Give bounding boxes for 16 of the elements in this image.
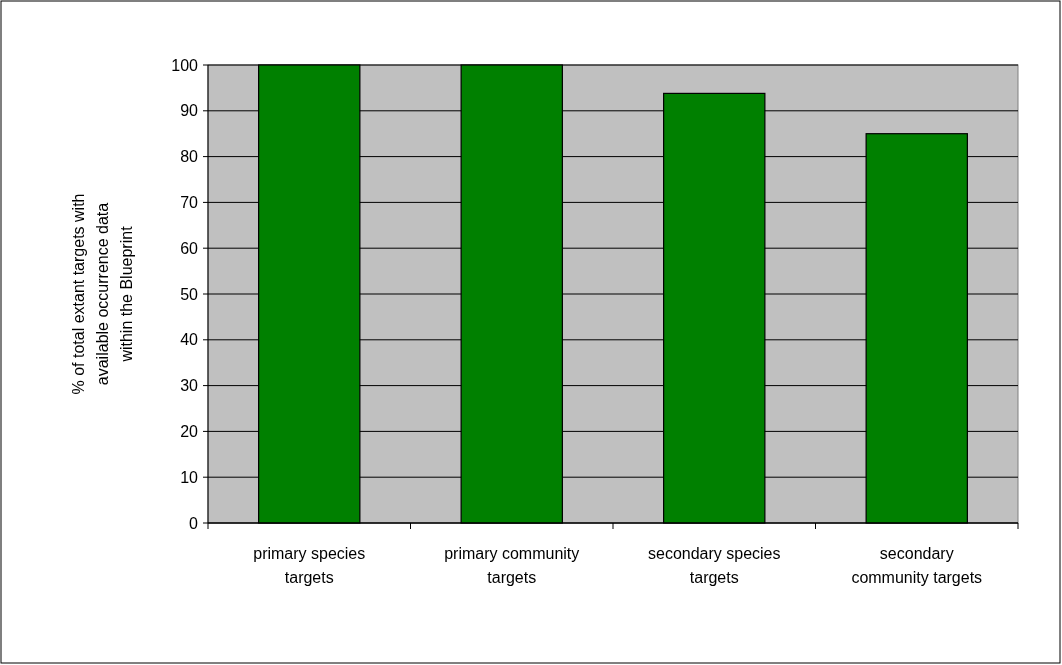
y-tick-label: 100 (171, 56, 199, 74)
x-tick-label: primary species targets (253, 545, 366, 586)
x-tick-label: secondary species targets (647, 545, 781, 586)
x-tick-label: secondary community targets (851, 545, 983, 586)
y-tick-label: 70 (180, 194, 199, 211)
y-axis-title: % of total extant targets with available occurrence data within the Blueprint (70, 193, 135, 395)
y-tick-label: 10 (180, 468, 199, 486)
y-tick-label: 40 (180, 331, 199, 349)
y-tick-label: 0 (189, 514, 199, 532)
y-tick-label: 30 (180, 377, 199, 395)
y-tick-label: 80 (180, 148, 199, 166)
y-tick-label: 20 (180, 423, 199, 440)
y-tick-label: 50 (180, 285, 199, 303)
y-tick-label: 90 (180, 102, 199, 120)
y-tick-label: 60 (180, 239, 199, 257)
x-tick-label: primary community targets (444, 545, 580, 586)
